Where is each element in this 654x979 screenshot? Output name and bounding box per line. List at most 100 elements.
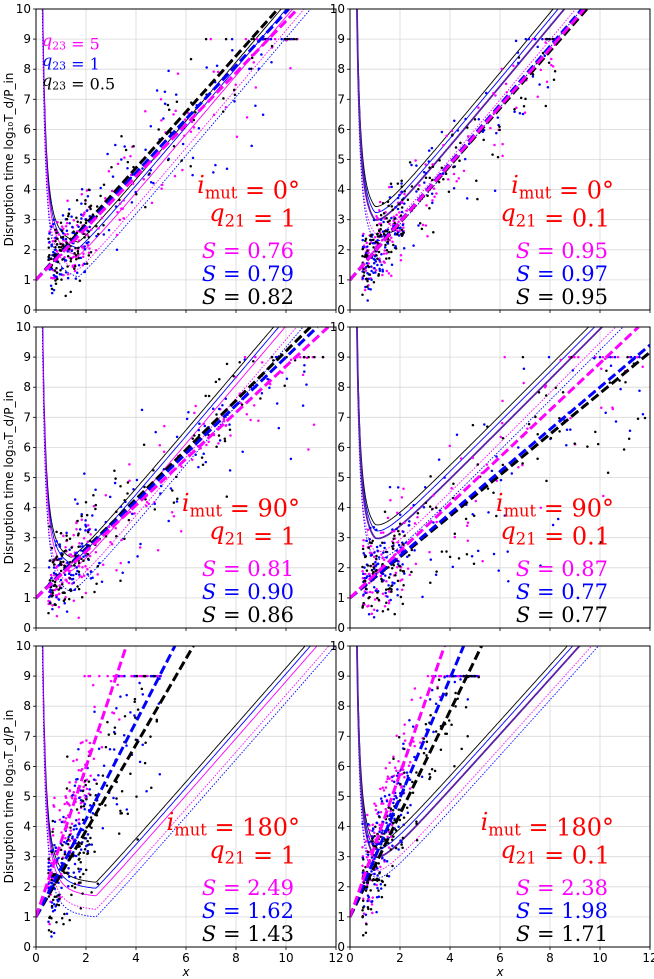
scatter-point: [197, 465, 200, 469]
scatter-point: [393, 766, 397, 770]
y-tick-label: 2: [337, 561, 345, 575]
score-label: S = 1.98: [516, 899, 608, 923]
scatter-point: [250, 56, 254, 60]
scatter-point: [381, 273, 384, 277]
scatter-point: [58, 545, 62, 548]
scatter-point: [430, 768, 434, 771]
scatter-point: [73, 269, 77, 273]
scatter-point: [435, 520, 438, 524]
scatter-point: [405, 209, 409, 212]
scatter-point: [464, 117, 467, 121]
scatter-point: [99, 186, 102, 190]
scatter-point: [121, 207, 124, 210]
scatter-point: [604, 411, 607, 414]
scatter-point: [68, 781, 71, 784]
scatter-point: [386, 608, 390, 611]
scatter-point: [122, 199, 126, 202]
scatter-point: [611, 355, 614, 359]
scatter-point: [62, 922, 65, 926]
scatter-point: [364, 285, 367, 289]
scatter-point: [372, 562, 375, 566]
scatter-point: [417, 187, 420, 191]
scatter-point: [383, 604, 387, 608]
scatter-point: [370, 870, 373, 873]
scatter-point: [367, 265, 371, 269]
scatter-point: [388, 196, 392, 199]
scatter-point: [180, 159, 183, 162]
scatter-point: [126, 492, 129, 495]
scatter-point: [72, 218, 76, 222]
scatter-point: [141, 167, 144, 170]
scatter-point: [556, 517, 560, 521]
scatter-point: [392, 801, 395, 805]
scatter-point: [388, 222, 391, 225]
scatter-point: [378, 269, 382, 273]
scatter-point: [378, 267, 381, 271]
scatter-point: [391, 530, 394, 533]
scatter-point: [72, 581, 75, 584]
scatter-point: [503, 514, 507, 517]
scatter-point: [379, 810, 383, 814]
scatter-point: [225, 495, 229, 498]
scatter-point: [376, 886, 379, 890]
scatter-point: [380, 263, 383, 267]
scatter-point: [81, 799, 84, 803]
scatter-point: [106, 674, 109, 678]
scatter-point: [133, 697, 137, 701]
scatter-point: [380, 577, 383, 581]
scatter-point: [411, 725, 415, 728]
scatter-point: [390, 205, 394, 208]
scatter-point: [216, 70, 220, 74]
scatter-point: [408, 520, 411, 523]
scatter-point: [379, 865, 382, 869]
y-tick-label: 5: [337, 471, 345, 485]
scatter-point: [144, 109, 147, 113]
scatter-point: [391, 864, 394, 868]
scatter-point: [414, 562, 418, 566]
scatter-point: [429, 558, 433, 561]
scatter-point: [453, 119, 456, 122]
scatter-point: [98, 674, 101, 678]
y-tick-label: 1: [23, 910, 31, 924]
scatter-point: [207, 440, 210, 444]
scatter-point: [80, 518, 84, 521]
scatter-point: [194, 453, 197, 457]
scatter-point: [374, 825, 377, 828]
scatter-point: [60, 229, 64, 232]
scatter-point: [431, 201, 434, 205]
scatter-point: [643, 416, 647, 420]
scatter-point: [62, 273, 65, 277]
scatter-point: [369, 526, 372, 530]
scatter-point: [387, 587, 390, 591]
scatter-point: [86, 234, 90, 237]
scatter-point: [143, 485, 146, 489]
scatter-point: [398, 818, 402, 822]
scatter-point: [117, 832, 121, 835]
scatter-point: [391, 547, 395, 551]
score-label: S = 0.87: [516, 557, 608, 581]
scatter-point: [413, 744, 416, 748]
scatter-point: [380, 802, 383, 805]
scatter-point: [399, 258, 403, 262]
scatter-point: [369, 544, 372, 548]
scatter-point: [75, 566, 78, 569]
scatter-point: [80, 187, 84, 191]
scatter-point: [374, 271, 377, 274]
scatter-point: [424, 501, 428, 505]
scatter-point: [76, 836, 79, 839]
scatter-point: [398, 522, 402, 526]
panel-annotation: imut = 0°q21 = 0.1S = 0.95S = 0.97S = 0.…: [500, 171, 614, 309]
scatter-point: [442, 144, 445, 147]
y-tick-label: 5: [337, 790, 345, 804]
scatter-point: [47, 857, 50, 861]
scatter-point: [113, 469, 116, 472]
scatter-point: [93, 710, 96, 714]
scatter-point: [89, 570, 93, 574]
scatter-point: [191, 437, 194, 440]
scatter-point: [79, 805, 83, 808]
scatter-point: [453, 532, 457, 536]
scatter-point: [378, 200, 382, 204]
x-tick-label: 4: [446, 951, 454, 965]
scatter-point: [245, 116, 249, 119]
scatter-point: [54, 246, 57, 249]
